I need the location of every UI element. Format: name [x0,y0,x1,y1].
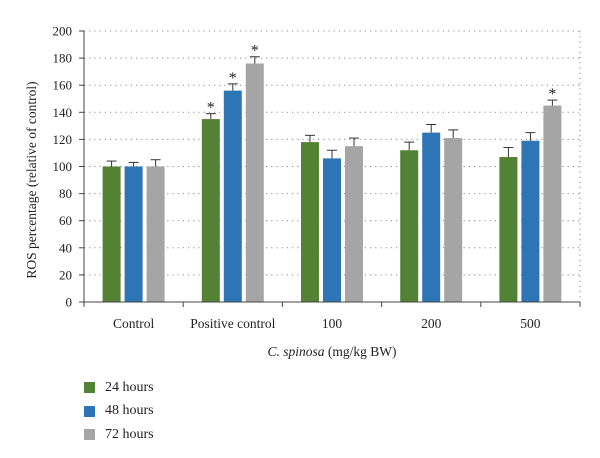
legend-swatch [84,429,95,441]
y-tick-label: 180 [53,51,73,66]
y-tick-label: 120 [53,132,73,147]
legend-item-72h: 72 hours [84,423,154,447]
y-axis: 0 20 40 60 80 100 120 140 160 180 200 [53,24,85,310]
y-tick-label: 160 [53,78,73,93]
y-tick-label: 80 [59,186,72,201]
x-tick-label: 100 [322,316,343,331]
bar [146,166,165,302]
y-tick-label: 200 [53,24,73,39]
legend-swatch [84,382,95,394]
bar [499,157,518,302]
x-axis-title-italic: C. spinosa [267,344,324,359]
legend-item-48h: 48 hours [84,400,154,424]
x-tick-label: 500 [520,316,541,331]
y-tick-label: 60 [59,213,72,228]
legend-label: 24 hours [105,379,154,395]
significance-marker: * [229,70,237,87]
y-tick-label: 0 [66,295,73,310]
x-tick-label: Control [113,316,155,331]
bar-chart: 0 20 40 60 80 100 120 140 160 180 200 * * * * Control… [24,24,581,359]
significance-marker: * [251,43,259,60]
y-tick-label: 20 [59,267,72,282]
significance-marker: * [548,86,556,103]
bar [543,105,562,303]
y-tick-label: 40 [59,240,72,255]
bar [345,146,363,302]
bar [124,166,143,302]
x-axis-title-units: (mg/kg BW) [325,344,397,359]
bar [301,142,319,302]
significance-marker: * [207,100,215,117]
x-tick-label: 200 [421,316,442,331]
gridlines [84,30,581,302]
legend-swatch [84,405,95,417]
x-tick-label: Positive control [190,316,275,331]
legend-item-24h: 24 hours [84,376,154,400]
x-axis: Control Positive control 100 200 500 [83,301,581,331]
bar [323,158,341,302]
y-tick-label: 100 [53,159,73,174]
legend-label: 48 hours [105,403,154,419]
bar [201,119,220,302]
bar [422,132,441,302]
bar [245,63,264,302]
y-tick-label: 140 [53,105,73,120]
y-axis-title: ROS percentage (relative of control) [24,81,39,278]
x-axis-title: C. spinosa (mg/kg BW) [267,344,396,359]
bar [400,150,419,302]
bar [102,166,121,302]
legend: 24 hours 48 hours 72 hours [84,376,154,447]
bar [521,140,540,302]
bar [444,138,463,302]
bar [223,90,242,303]
legend-label: 72 hours [105,426,154,442]
bars: * * * * [102,43,562,303]
